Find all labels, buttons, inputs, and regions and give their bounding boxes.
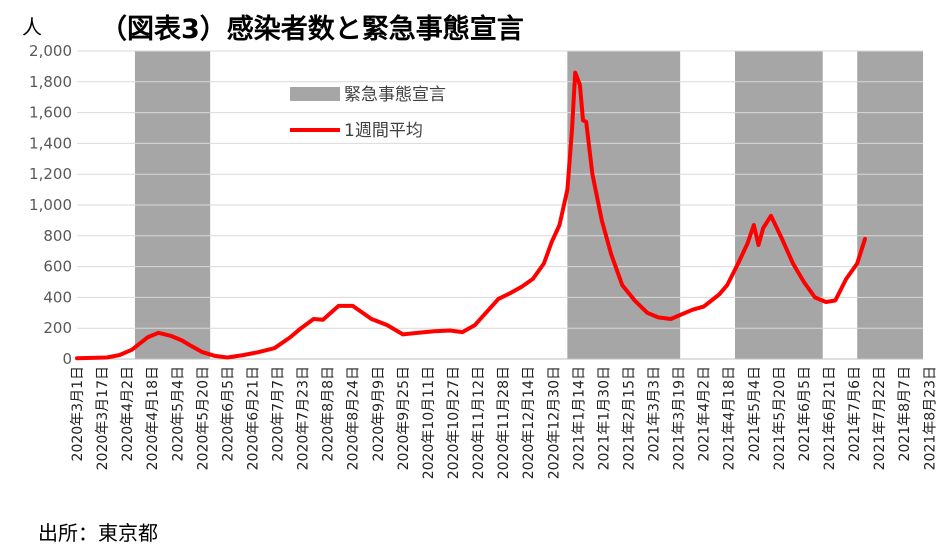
x-axis-ticks: 2020年3月1日 2020年3月17日 2020年4月2日 2020年4月18日 20… <box>70 366 938 479</box>
x-tick-label: 2021年5月20日 <box>772 366 788 470</box>
x-tick-label: 2020年8月24日 <box>346 366 362 470</box>
chart-title: （図表3）感染者数と緊急事態宣言 <box>100 13 524 45</box>
x-tick-label: 2021年1月14日 <box>571 366 587 470</box>
x-tick-label: 2021年4月2日 <box>697 366 713 461</box>
x-tick-label: 2020年8月8日 <box>321 366 337 461</box>
x-tick-label: 2021年6月21日 <box>822 366 838 470</box>
legend-band-label: 緊急事態宣言 <box>344 85 446 105</box>
x-tick-label: 2020年5月20日 <box>195 366 211 470</box>
x-tick-label: 2020年9月9日 <box>371 366 387 461</box>
x-tick-label: 2020年3月1日 <box>70 366 86 461</box>
x-tick-label: 2021年8月23日 <box>922 366 938 470</box>
y-unit-label: 人 <box>22 15 42 39</box>
x-tick-label: 2020年10月27日 <box>446 366 462 479</box>
x-tick-label: 2020年4月2日 <box>120 366 136 461</box>
x-tick-label: 2021年7月22日 <box>872 366 888 470</box>
y-tick-label: 600 <box>43 258 72 276</box>
x-tick-label: 2021年5月4日 <box>747 366 763 461</box>
x-tick-label: 2021年2月15日 <box>621 366 637 470</box>
y-tick-label: 800 <box>43 227 72 245</box>
x-tick-label: 2020年3月17日 <box>95 366 111 470</box>
y-tick-label: 400 <box>43 288 72 306</box>
x-tick-label: 2020年11月28日 <box>496 366 512 479</box>
y-tick-label: 1,200 <box>29 165 72 183</box>
x-tick-label: 2020年9月25日 <box>396 366 412 470</box>
y-tick-label: 2,000 <box>29 42 72 60</box>
y-tick-label: 1,400 <box>29 134 72 152</box>
x-tick-label: 2021年7月6日 <box>847 366 863 461</box>
x-tick-label: 2020年12月14日 <box>521 366 537 479</box>
y-tick-label: 200 <box>43 319 72 337</box>
x-tick-label: 2020年7月7日 <box>271 366 287 461</box>
legend-band-swatch <box>290 87 340 101</box>
x-tick-label: 2020年5月4日 <box>170 366 186 461</box>
x-tick-label: 2021年8月7日 <box>897 366 913 461</box>
x-tick-label: 2021年6月5日 <box>797 366 813 461</box>
y-tick-label: 0 <box>62 350 72 368</box>
x-tick-label: 2020年6月21日 <box>245 366 261 470</box>
x-tick-label: 2021年3月19日 <box>672 366 688 470</box>
y-axis-ticks: 0 200 400 600 800 1,000 1,200 1,400 1,600 1,800 2,… <box>29 42 72 368</box>
weekly-average-line <box>75 70 867 361</box>
x-tick-label: 2020年12月30日 <box>546 366 562 479</box>
x-tick-label: 2021年4月18日 <box>722 366 738 470</box>
x-tick-label: 2020年10月11日 <box>421 366 437 479</box>
x-tick-label: 2021年3月3日 <box>647 366 663 461</box>
y-tick-label: 1,600 <box>29 104 72 122</box>
x-tick-label: 2021年1月30日 <box>596 366 612 470</box>
x-tick-label: 2020年4月18日 <box>145 366 161 470</box>
x-tick-label: 2020年11月12日 <box>471 366 487 479</box>
x-tick-label: 2020年7月23日 <box>296 366 312 470</box>
legend: 緊急事態宣言 1週間平均 <box>290 85 446 141</box>
legend-line-label: 1週間平均 <box>344 121 423 141</box>
y-tick-label: 1,000 <box>29 196 72 214</box>
x-tick-label: 2020年6月5日 <box>220 366 236 461</box>
y-tick-label: 1,800 <box>29 73 72 91</box>
source-note: 出所：東京都 <box>38 521 158 545</box>
